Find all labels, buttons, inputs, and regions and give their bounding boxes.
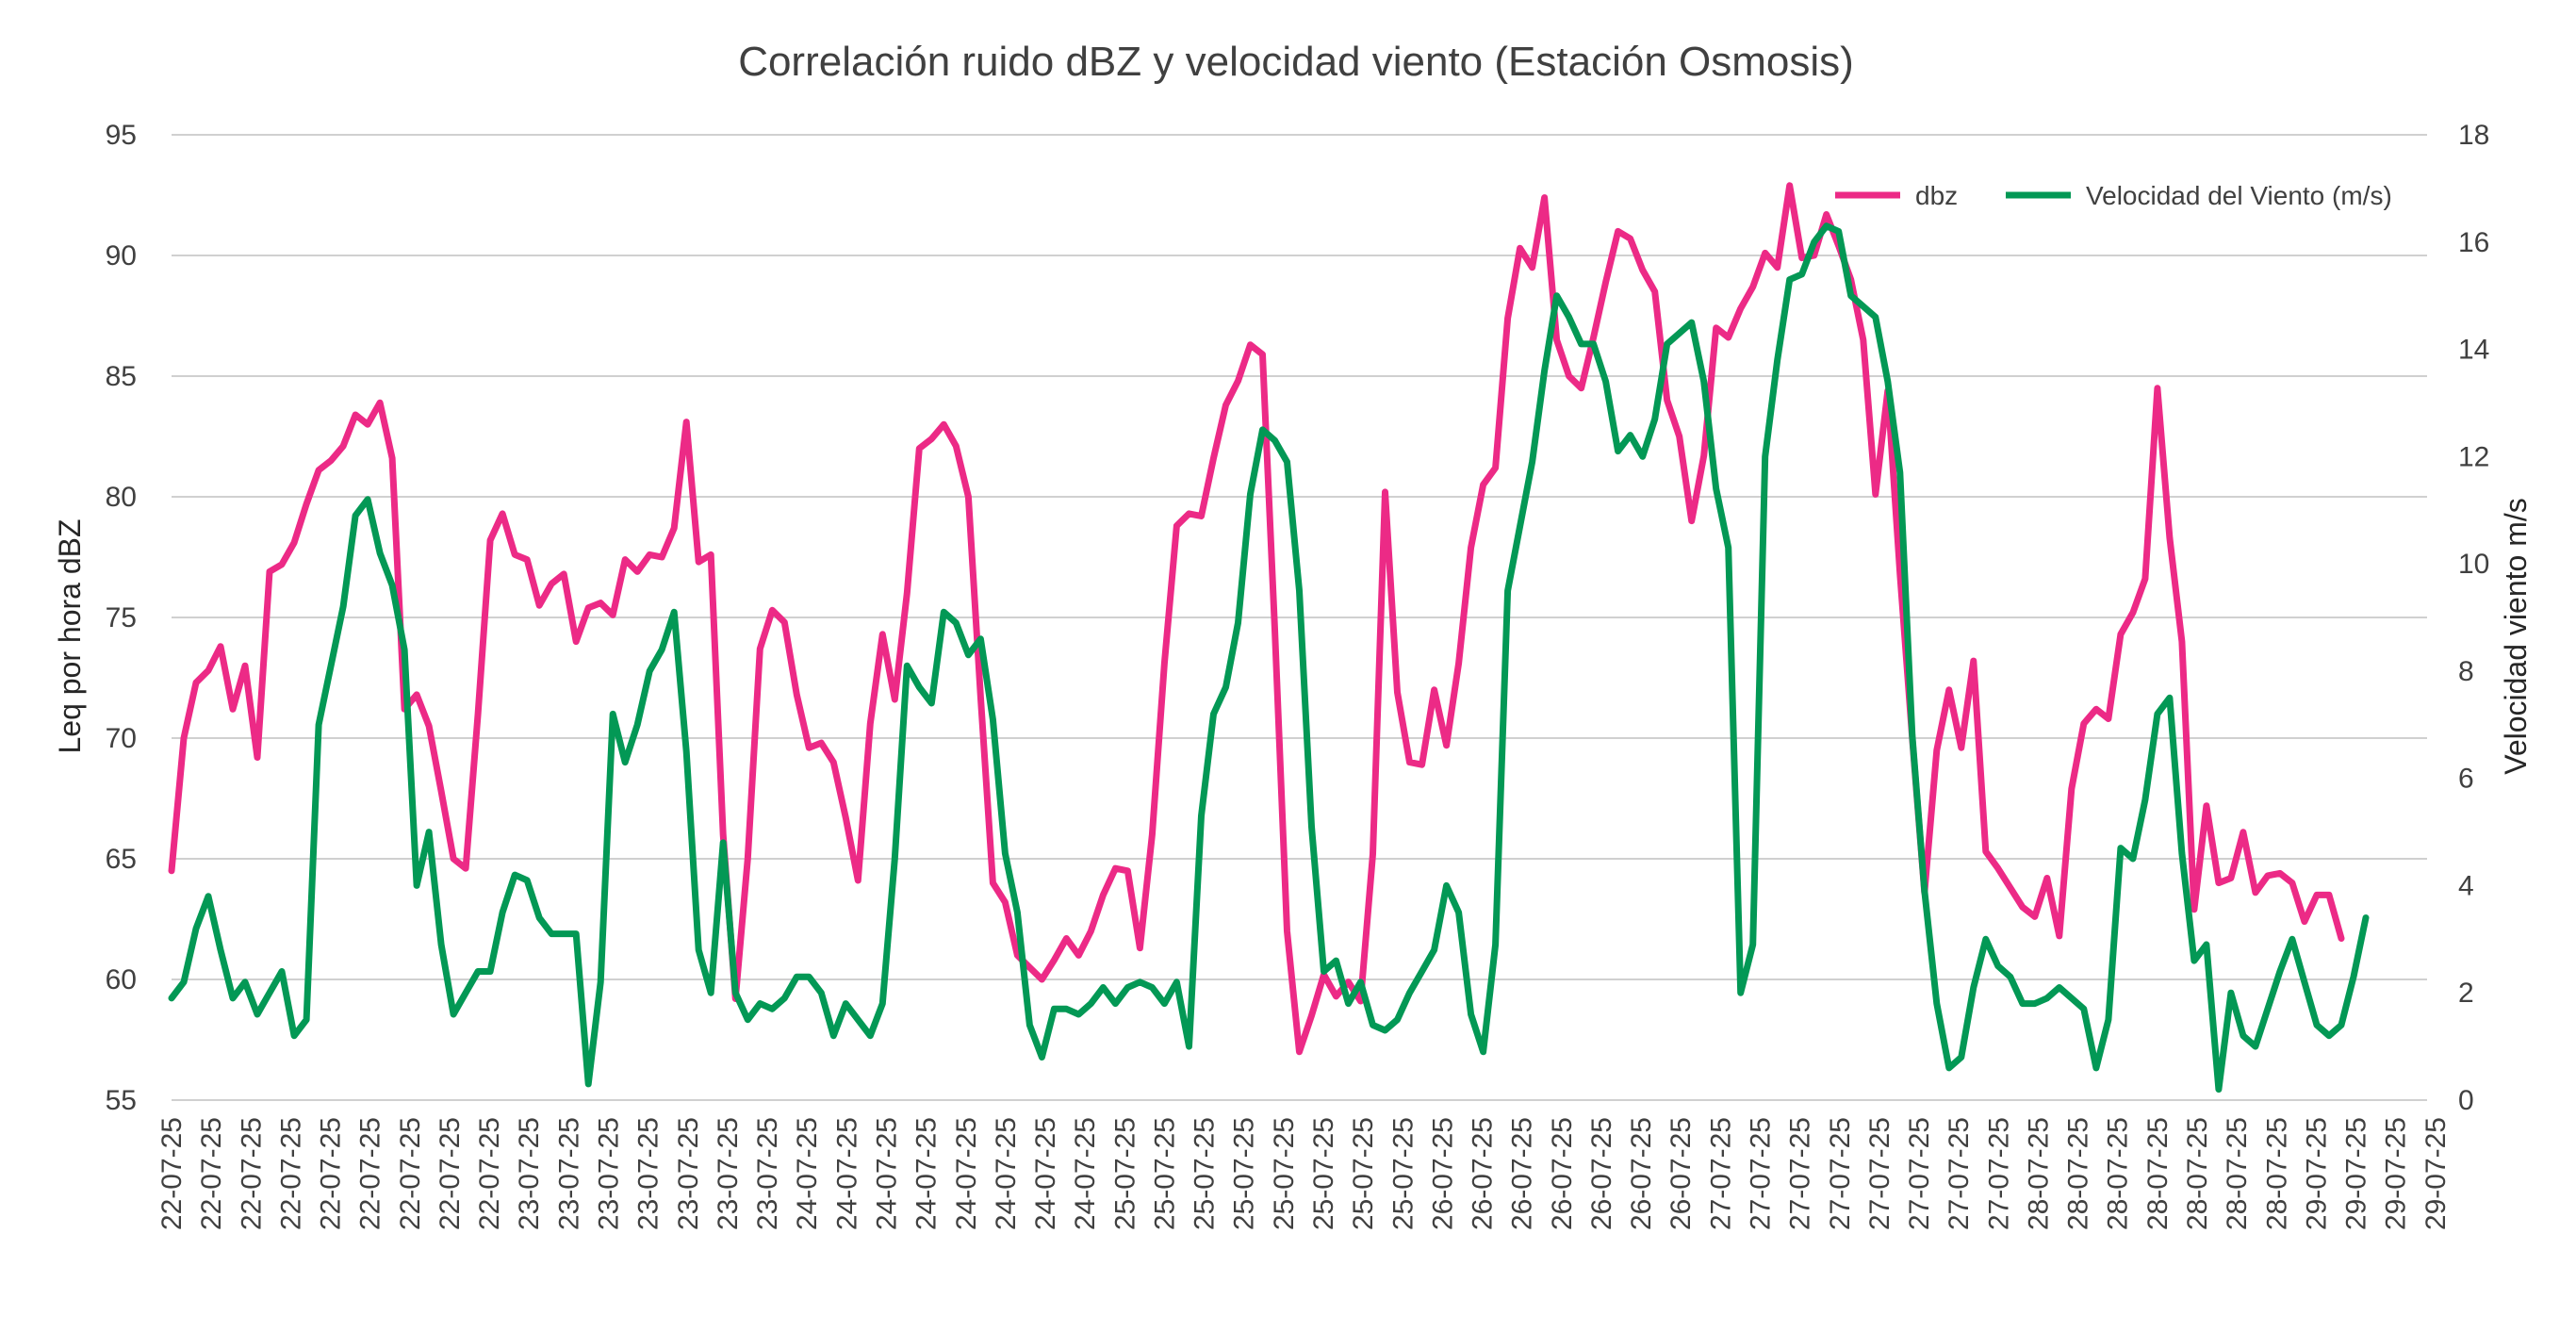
- x-tick-label: 28-07-25: [2261, 1117, 2292, 1230]
- x-tick-label: 26-07-25: [1626, 1117, 1657, 1230]
- x-tick-label: 22-07-25: [275, 1117, 306, 1230]
- x-tick-label: 26-07-25: [1586, 1117, 1617, 1230]
- gridlines: [172, 134, 2427, 1101]
- series-lines: [168, 182, 2370, 1094]
- y2-tick-label: 2: [2458, 978, 2474, 1009]
- y-tick-label: 75: [106, 602, 137, 633]
- x-tick-label: 29-07-25: [2420, 1117, 2452, 1230]
- x-tick-label: 25-07-25: [1229, 1117, 1260, 1230]
- x-tick-label: 22-07-25: [435, 1117, 466, 1230]
- x-tick-label: 22-07-25: [316, 1117, 347, 1230]
- x-tick-label: 24-07-25: [1030, 1117, 1061, 1230]
- x-tick-label: 25-07-25: [1348, 1117, 1379, 1230]
- x-tick-label: 23-07-25: [553, 1117, 584, 1230]
- x-tick-label: 23-07-25: [713, 1117, 744, 1230]
- x-tick-label: 28-07-25: [2063, 1117, 2094, 1230]
- y-tick-label: 85: [106, 361, 137, 392]
- y2-tick-label: 10: [2458, 549, 2489, 580]
- x-tick-label: 24-07-25: [991, 1117, 1022, 1230]
- x-tick-label: 25-07-25: [1190, 1117, 1221, 1230]
- x-tick-label: 27-07-25: [1904, 1117, 1935, 1230]
- x-tick-label: 28-07-25: [2103, 1117, 2134, 1230]
- x-tick-label: 26-07-25: [1427, 1117, 1458, 1230]
- y2-tick-label: 4: [2458, 870, 2474, 901]
- x-tick-label: 24-07-25: [792, 1117, 823, 1230]
- x-tick-label: 23-07-25: [633, 1117, 665, 1230]
- y2-tick-label: 12: [2458, 441, 2489, 472]
- chart-title: Correlación ruido dBZ y velocidad viento…: [738, 39, 1854, 85]
- y2-tick-label: 0: [2458, 1085, 2474, 1116]
- x-tick-label: 24-07-25: [872, 1117, 903, 1230]
- x-tick-label: 26-07-25: [1665, 1117, 1697, 1230]
- y2-tick-label: 16: [2458, 227, 2489, 258]
- x-tick-label: 26-07-25: [1507, 1117, 1538, 1230]
- left-axis-ticks: 55 60 65 70 75 80 85 90 95: [106, 120, 137, 1116]
- x-tick-label: 29-07-25: [2341, 1117, 2372, 1230]
- x-tick-label: 24-07-25: [831, 1117, 862, 1230]
- x-tick-label: 29-07-25: [2381, 1117, 2412, 1230]
- x-tick-label: 26-07-25: [1547, 1117, 1578, 1230]
- x-tick-label: 22-07-25: [395, 1117, 426, 1230]
- x-tick-label: 28-07-25: [2222, 1117, 2253, 1230]
- legend-label-wind: Velocidad del Viento (m/s): [2086, 181, 2392, 210]
- y-tick-label: 90: [106, 240, 137, 271]
- x-tick-label: 27-07-25: [1746, 1117, 1777, 1230]
- x-tick-label: 26-07-25: [1468, 1117, 1499, 1230]
- x-axis-ticks: 22-07-25 22-07-25 22-07-25 22-07-25 22-07-25…: [156, 1117, 2452, 1230]
- y2-tick-label: 14: [2458, 335, 2489, 366]
- x-tick-label: 24-07-25: [951, 1117, 982, 1230]
- x-tick-label: 28-07-25: [2142, 1117, 2174, 1230]
- left-axis-title: Leq por hora dBZ: [53, 518, 87, 753]
- x-tick-label: 27-07-25: [1944, 1117, 1975, 1230]
- x-tick-label: 25-07-25: [1109, 1117, 1140, 1230]
- legend: dbz Velocidad del Viento (m/s): [1835, 181, 2392, 210]
- x-tick-label: 23-07-25: [752, 1117, 783, 1230]
- right-axis-title: Velocidad viento m/s: [2499, 498, 2533, 775]
- right-axis-ticks: 0 2 4 6 8 10 12 14 16 18: [2458, 120, 2489, 1116]
- series-line-wind-speed: [168, 222, 2370, 1094]
- y-tick-label: 60: [106, 964, 137, 995]
- x-tick-label: 22-07-25: [156, 1117, 188, 1230]
- x-tick-label: 24-07-25: [1070, 1117, 1101, 1230]
- x-tick-label: 27-07-25: [1983, 1117, 2014, 1230]
- x-tick-label: 23-07-25: [594, 1117, 625, 1230]
- x-tick-label: 25-07-25: [1269, 1117, 1300, 1230]
- series-line-dbz: [168, 182, 2345, 1056]
- x-tick-label: 22-07-25: [355, 1117, 386, 1230]
- x-tick-label: 22-07-25: [474, 1117, 505, 1230]
- x-tick-label: 23-07-25: [673, 1117, 704, 1230]
- x-tick-label: 27-07-25: [1785, 1117, 1816, 1230]
- y-tick-label: 70: [106, 723, 137, 754]
- y-tick-label: 65: [106, 844, 137, 875]
- x-tick-label: 24-07-25: [911, 1117, 943, 1230]
- x-tick-label: 22-07-25: [196, 1117, 227, 1230]
- legend-label-dbz: dbz: [1915, 181, 1958, 210]
- x-tick-label: 25-07-25: [1308, 1117, 1339, 1230]
- x-tick-label: 27-07-25: [1705, 1117, 1736, 1230]
- y-tick-label: 55: [106, 1085, 137, 1116]
- y-tick-label: 95: [106, 120, 137, 151]
- x-tick-label: 28-07-25: [2024, 1117, 2055, 1230]
- y2-tick-label: 18: [2458, 120, 2489, 151]
- x-tick-label: 25-07-25: [1387, 1117, 1419, 1230]
- x-tick-label: 27-07-25: [1864, 1117, 1895, 1230]
- x-tick-label: 22-07-25: [236, 1117, 267, 1230]
- x-tick-label: 25-07-25: [1149, 1117, 1180, 1230]
- x-tick-label: 29-07-25: [2301, 1117, 2332, 1230]
- y2-tick-label: 6: [2458, 764, 2474, 795]
- x-tick-label: 28-07-25: [2182, 1117, 2213, 1230]
- x-tick-label: 27-07-25: [1825, 1117, 1856, 1230]
- y-tick-label: 80: [106, 482, 137, 513]
- y2-tick-label: 8: [2458, 656, 2474, 687]
- x-tick-label: 23-07-25: [514, 1117, 545, 1230]
